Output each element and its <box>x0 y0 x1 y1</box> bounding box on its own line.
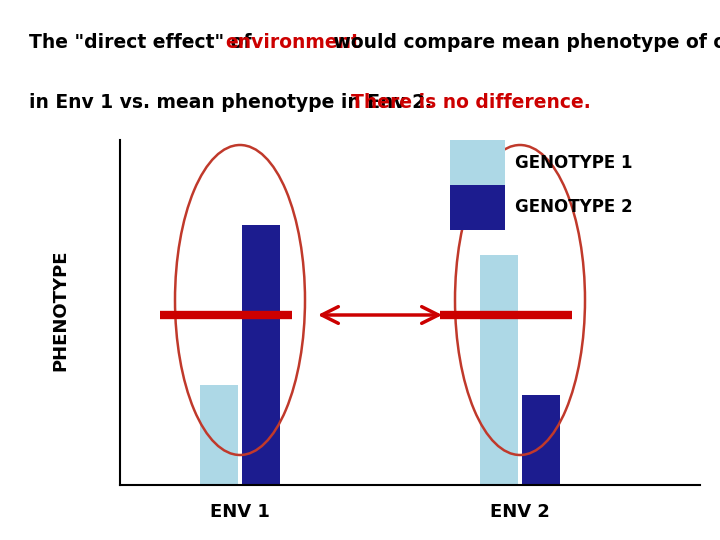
Text: PHENOTYPE: PHENOTYPE <box>51 249 69 371</box>
Text: ENV 1: ENV 1 <box>210 503 270 521</box>
Text: would compare mean phenotype of organisms: would compare mean phenotype of organism… <box>327 33 720 52</box>
Text: There is no difference.: There is no difference. <box>351 93 590 112</box>
Bar <box>242 225 280 485</box>
Text: GENOTYPE 2: GENOTYPE 2 <box>515 199 633 217</box>
Bar <box>450 140 505 185</box>
Bar <box>480 255 518 485</box>
Bar <box>200 385 238 485</box>
Bar <box>522 395 560 485</box>
Text: in Env 1 vs. mean phenotype in Env 2.: in Env 1 vs. mean phenotype in Env 2. <box>29 93 438 112</box>
Text: environment: environment <box>225 33 360 52</box>
Text: GENOTYPE 1: GENOTYPE 1 <box>515 153 632 172</box>
Text: The "direct effect" of: The "direct effect" of <box>29 33 258 52</box>
Bar <box>450 185 505 230</box>
Text: ENV 2: ENV 2 <box>490 503 550 521</box>
